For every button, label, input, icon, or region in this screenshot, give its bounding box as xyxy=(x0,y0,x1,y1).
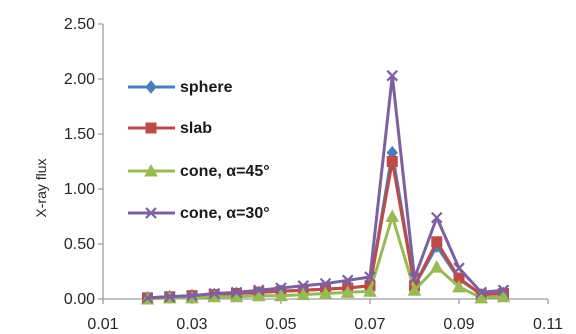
data-point xyxy=(163,291,176,303)
data-point xyxy=(452,279,466,293)
data-point xyxy=(297,280,310,292)
y-tick-label: 0.00 xyxy=(64,291,95,308)
series-3 xyxy=(141,69,510,304)
data-point xyxy=(385,209,400,222)
data-point xyxy=(453,262,465,274)
data-point xyxy=(408,272,421,284)
data-point xyxy=(496,289,511,303)
data-point xyxy=(296,287,311,301)
y-tick-label: 1.50 xyxy=(64,126,95,143)
data-point xyxy=(341,274,354,287)
data-point xyxy=(141,292,154,304)
data-point xyxy=(407,283,422,296)
data-point xyxy=(275,282,287,294)
data-point xyxy=(319,277,332,290)
data-point xyxy=(363,284,377,297)
legend-item-1: slab xyxy=(128,120,212,137)
data-point xyxy=(430,211,443,224)
y-tick-label: 2.50 xyxy=(64,16,95,33)
data-point xyxy=(274,288,288,302)
y-tick-label: 0.50 xyxy=(64,236,95,253)
data-point xyxy=(474,290,489,304)
y-tick-label: 1.00 xyxy=(64,181,95,198)
legend-marker xyxy=(144,163,158,177)
data-point xyxy=(230,286,243,299)
data-point xyxy=(431,236,443,248)
data-point xyxy=(429,260,444,273)
y-tick-label: 2.00 xyxy=(64,71,95,88)
legend-label: sphere xyxy=(180,79,233,96)
y-axis-label: X-ray flux xyxy=(33,158,49,217)
series-2 xyxy=(140,209,511,305)
data-point xyxy=(386,69,399,82)
data-point xyxy=(497,284,510,296)
x-tick-label: 0.09 xyxy=(443,316,474,333)
legend-marker xyxy=(145,80,157,94)
x-tick-label: 0.05 xyxy=(265,316,296,333)
data-point xyxy=(386,156,398,167)
legend-marker xyxy=(145,207,157,219)
legend-label: cone, α=45° xyxy=(180,163,270,180)
data-point xyxy=(251,288,266,302)
data-point xyxy=(318,286,333,299)
legend-item-0: sphere xyxy=(128,79,233,96)
x-tick-label: 0.07 xyxy=(354,316,385,333)
legend-marker xyxy=(145,122,157,134)
data-point xyxy=(208,287,221,300)
legend-label: cone, α=30° xyxy=(180,205,270,222)
x-tick-label: 0.01 xyxy=(87,316,118,333)
data-point xyxy=(252,284,265,296)
x-tick-label: 0.11 xyxy=(533,316,563,333)
x-tick-label: 0.03 xyxy=(176,316,207,333)
legend-item-3: cone, α=30° xyxy=(128,205,270,222)
data-point xyxy=(364,271,376,283)
legend-item-2: cone, α=45° xyxy=(128,163,270,180)
data-point xyxy=(475,286,488,299)
legend-label: slab xyxy=(180,120,212,137)
data-point xyxy=(340,285,355,298)
data-point xyxy=(186,289,198,302)
